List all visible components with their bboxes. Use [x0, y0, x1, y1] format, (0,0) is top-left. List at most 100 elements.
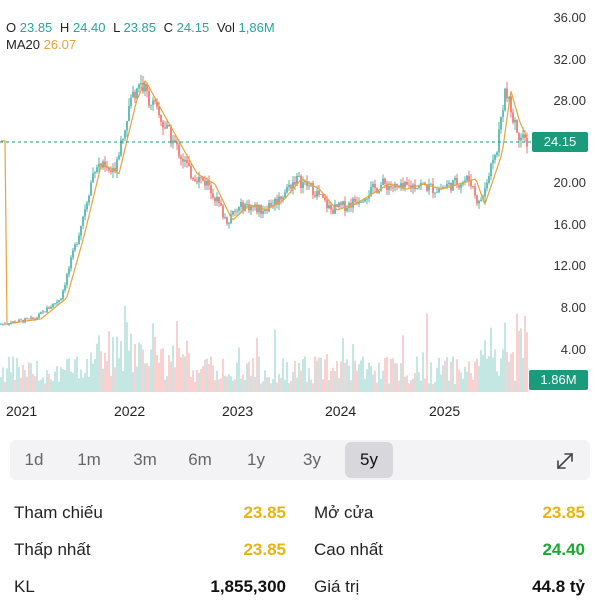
- candle-body: [80, 225, 82, 236]
- value-stat-label: Giá trị: [314, 577, 360, 596]
- candle-body: [308, 185, 310, 187]
- candle-body: [42, 311, 44, 313]
- volume-bar: [50, 379, 52, 392]
- volume-bar: [232, 380, 234, 392]
- candle-body: [508, 96, 510, 99]
- tab-3m[interactable]: 3m: [133, 450, 157, 469]
- open-stat-value: 23.85: [542, 503, 585, 522]
- volume-bar: [26, 376, 28, 392]
- candle-body: [78, 235, 80, 244]
- volume-bar: [184, 356, 186, 392]
- volume-bar: [156, 355, 158, 392]
- volume-bar: [94, 359, 96, 392]
- candle-body: [284, 192, 286, 198]
- candle-body: [220, 203, 222, 206]
- candle-body: [250, 206, 252, 211]
- volume-bar: [220, 378, 222, 392]
- tab-3y[interactable]: 3y: [303, 450, 321, 469]
- candle-body: [36, 317, 38, 320]
- volume-bar: [354, 360, 356, 392]
- volume-bar: [188, 353, 190, 392]
- candle-body: [210, 185, 212, 194]
- high-value: 24.40: [72, 20, 106, 35]
- expand-icon[interactable]: [554, 450, 576, 472]
- volume-bar: [300, 370, 302, 392]
- candle-body: [294, 182, 296, 185]
- volume-bar: [186, 340, 188, 392]
- candle-body: [248, 204, 250, 211]
- volume-bar: [368, 362, 370, 392]
- tab-6m[interactable]: 6m: [188, 450, 212, 469]
- candle-body: [138, 84, 140, 89]
- volume-bar: [78, 378, 80, 392]
- tab-1y[interactable]: 1y: [247, 450, 265, 469]
- volume-bar: [526, 332, 528, 392]
- volume-bar: [262, 381, 264, 392]
- candle-body: [364, 199, 366, 202]
- candle-body: [262, 210, 264, 214]
- candle-body: [90, 182, 92, 196]
- volume-bar: [34, 376, 36, 392]
- volume-bar: [258, 356, 260, 392]
- candle-body: [124, 130, 126, 139]
- tab-1d[interactable]: 1d: [24, 450, 44, 469]
- volume-bar: [314, 356, 316, 392]
- tab-1m[interactable]: 1m: [77, 450, 101, 469]
- candle-body: [372, 184, 374, 188]
- candle-body: [302, 182, 304, 189]
- candle-body: [320, 194, 322, 196]
- candle-body: [202, 177, 204, 181]
- y-tick: 12.00: [553, 258, 586, 273]
- volume-bar: [194, 382, 196, 392]
- candle-body: [292, 182, 294, 189]
- volume-bar: [450, 361, 452, 392]
- candle-body: [242, 202, 244, 211]
- volume-bar: [334, 370, 336, 392]
- candle-body: [224, 217, 226, 219]
- volume-bar: [298, 362, 300, 392]
- volume-bar: [88, 376, 90, 392]
- candle-body: [472, 186, 474, 188]
- volume-bar: [476, 358, 478, 392]
- chart-canvas[interactable]: [0, 0, 600, 400]
- tab-5y[interactable]: 5y: [345, 442, 393, 478]
- volume-bar: [512, 352, 514, 392]
- volume-bar: [408, 383, 410, 392]
- volume-bar: [288, 383, 290, 392]
- candle-body: [506, 88, 508, 99]
- candle-body: [396, 183, 398, 186]
- volume-bar: [52, 380, 54, 392]
- price-chart[interactable]: O 23.85 H 24.40 L 23.85 C 24.15 Vol 1,86…: [0, 0, 600, 400]
- candle-body: [170, 126, 172, 144]
- candle-body: [68, 268, 70, 275]
- volume-bar: [174, 367, 176, 392]
- candle-body: [490, 163, 492, 177]
- candle-body: [312, 182, 314, 195]
- volume-bar: [246, 363, 248, 392]
- volume-bar: [458, 369, 460, 392]
- volume-bar: [240, 378, 242, 392]
- high-stat-label: Cao nhất: [314, 540, 383, 559]
- volume-bar: [394, 363, 396, 392]
- candle-body: [204, 180, 206, 186]
- volume-bar: [128, 350, 130, 392]
- candle-body: [174, 140, 176, 143]
- candle-body: [48, 307, 50, 309]
- candle-body: [290, 185, 292, 189]
- volume-bar: [454, 383, 456, 392]
- candle-body: [510, 96, 512, 113]
- y-tick: 28.00: [553, 93, 586, 108]
- candle-body: [400, 183, 402, 188]
- candle-body: [140, 82, 142, 85]
- volume-bar: [14, 379, 16, 392]
- volume-bar: [104, 352, 106, 392]
- candle-body: [266, 209, 268, 212]
- volume-bar: [270, 383, 272, 392]
- volume-bar: [122, 371, 124, 392]
- volume-bar: [158, 362, 160, 392]
- candle-body: [442, 187, 444, 189]
- volume-bar: [68, 358, 70, 392]
- volume-bar: [60, 367, 62, 392]
- candle-body: [186, 159, 188, 163]
- volume-bar: [436, 367, 438, 392]
